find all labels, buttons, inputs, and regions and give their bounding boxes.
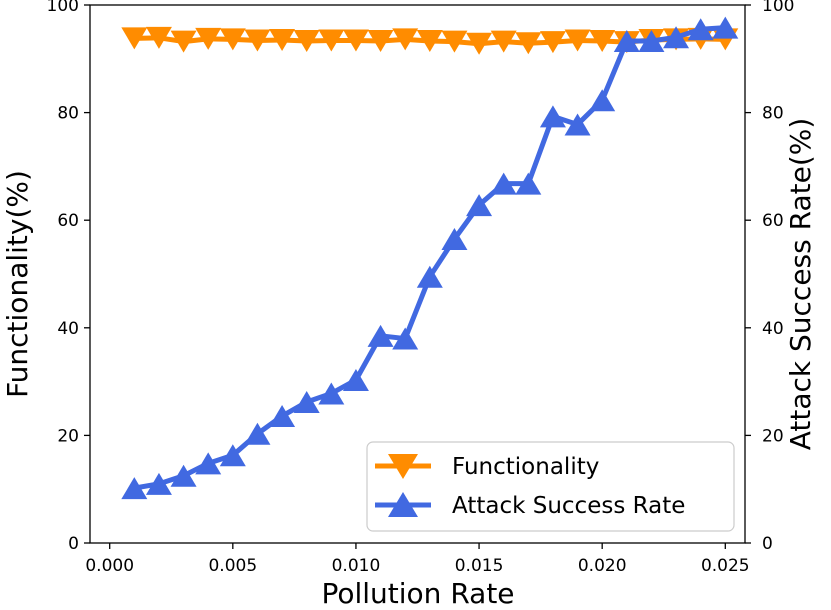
x-tick-label: 0.010 [332,556,381,576]
functionality-marker [416,30,443,53]
left-y-tick-label: 0 [68,534,79,554]
attack-success-rate-marker [367,324,394,347]
attack-success-rate-marker [613,30,640,53]
attack-success-rate-marker [121,477,148,500]
attack-success-rate-marker [589,89,616,112]
series-layer [121,16,739,500]
x-tick-label: 0.015 [455,556,504,576]
attack-success-rate-marker [539,105,566,128]
functionality-marker [515,32,542,55]
left-y-tick-label: 60 [57,211,79,231]
attack-success-rate-marker [638,30,665,53]
attack-success-rate-marker [318,382,345,405]
left-y-tick-label: 100 [47,0,79,16]
right-y-tick-label: 60 [762,211,784,231]
attack-success-rate-marker [170,464,197,487]
legend-functionality-marker [388,454,418,479]
functionality-marker [269,28,296,51]
attack-success-rate-marker [244,422,271,445]
attack-success-rate-marker [195,452,222,475]
functionality-marker [392,28,419,51]
attack-success-rate-marker [145,472,172,495]
functionality-marker [195,27,222,50]
attack-success-rate-marker [416,265,443,288]
functionality-marker [441,30,468,53]
functionality-marker [564,29,591,52]
attack-success-rate-marker [441,228,468,251]
functionality-marker [367,30,394,53]
functionality-marker [539,31,566,54]
functionality-marker [145,26,172,49]
left-y-tick-label: 20 [57,426,79,446]
attack-success-rate-marker [466,194,493,217]
left-y-tick-label: 40 [57,319,79,339]
attack-success-rate-marker [342,368,369,391]
right-y-tick-label: 20 [762,426,784,446]
legend-attack-success-rate-marker [388,492,418,517]
attack-success-rate-marker [293,391,320,414]
right-y-tick-label: 80 [762,104,784,124]
ticks-layer: 0.000 0.005 0.010 0.015 0.020 0.025 0 0 20 20 40 40… [47,0,795,576]
attack-success-rate-marker [515,172,542,195]
legend-functionality-label: Functionality [452,454,599,480]
right-y-tick-label: 0 [762,534,773,554]
attack-success-rate-marker [490,172,517,195]
x-axis-title: Pollution Rate [321,577,514,610]
left-y-tick-label: 80 [57,104,79,124]
attack-success-rate-marker [219,444,246,467]
functionality-marker [589,30,616,53]
x-tick-label: 0.005 [208,556,257,576]
functionality-marker [121,27,148,50]
legend-attack-success-rate-label: Attack Success Rate [452,493,685,519]
axes-layer [89,4,746,544]
right-y-tick-label: 100 [762,0,794,16]
functionality-marker [244,29,271,52]
functionality-marker [318,29,345,52]
attack-success-rate-marker [564,113,591,136]
attack-success-rate-marker [663,26,690,49]
attack-success-rate-line [133,25,726,491]
attack-success-rate-marker [687,18,714,41]
right-y-axis-title: Attack Success Rate(%) [784,118,817,451]
right-y-tick-label: 40 [762,319,784,339]
attack-success-rate-marker [269,405,296,428]
attack-success-rate-marker [392,327,419,350]
functionality-marker [490,30,517,53]
x-tick-label: 0.000 [85,556,134,576]
functionality-marker [219,28,246,51]
functionality-marker [342,29,369,52]
functionality-marker [466,32,493,55]
legend: Functionality Attack Success Rate [366,441,735,532]
legend-frame [366,441,735,532]
functionality-marker [293,30,320,53]
plot-frame [89,4,746,544]
x-tick-label: 0.020 [578,556,627,576]
left-y-axis-title: Functionality(%) [1,170,34,398]
functionality-marker [170,30,197,53]
attack-success-rate-marker [712,16,739,39]
x-tick-label: 0.025 [701,556,750,576]
